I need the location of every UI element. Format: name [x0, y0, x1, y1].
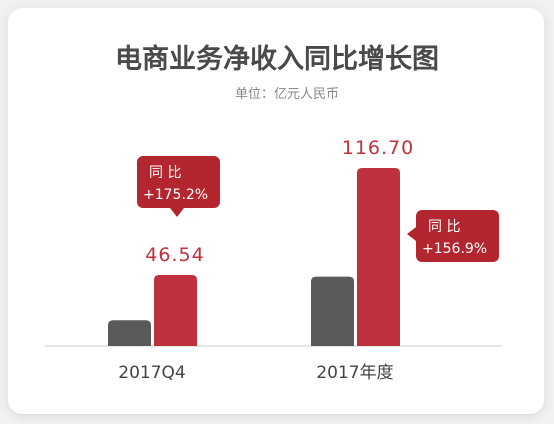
growth-callout-label-2: 同 比: [428, 219, 460, 235]
growth-callout-2: [416, 210, 499, 262]
value-label-1: 46.54: [145, 244, 204, 266]
bar-current-2: [357, 168, 400, 346]
bar-previous-1: [108, 320, 151, 346]
chart-marks: 46.54 2017Q4 同 比 +175.2% 116.70 2017年度 同 比 +156…: [108, 137, 499, 383]
growth-callout-pointer-2: [407, 227, 416, 241]
bar-previous-2: [311, 276, 354, 346]
growth-callout-value-1: +175.2%: [143, 187, 208, 203]
value-label-2: 116.70: [342, 137, 414, 159]
growth-callout-value-2: +156.9%: [422, 241, 487, 257]
growth-callout-pointer-1: [170, 208, 184, 217]
chart-title: 电商业务净收入同比增长图: [115, 43, 439, 75]
growth-callout-label-1: 同 比: [149, 165, 181, 181]
chart-subtitle: 单位：亿元人民币: [235, 87, 339, 102]
category-label-2: 2017年度: [316, 363, 393, 383]
bar-current-1: [154, 275, 197, 346]
category-label-1: 2017Q4: [118, 363, 185, 383]
growth-callout-1: [137, 156, 220, 208]
